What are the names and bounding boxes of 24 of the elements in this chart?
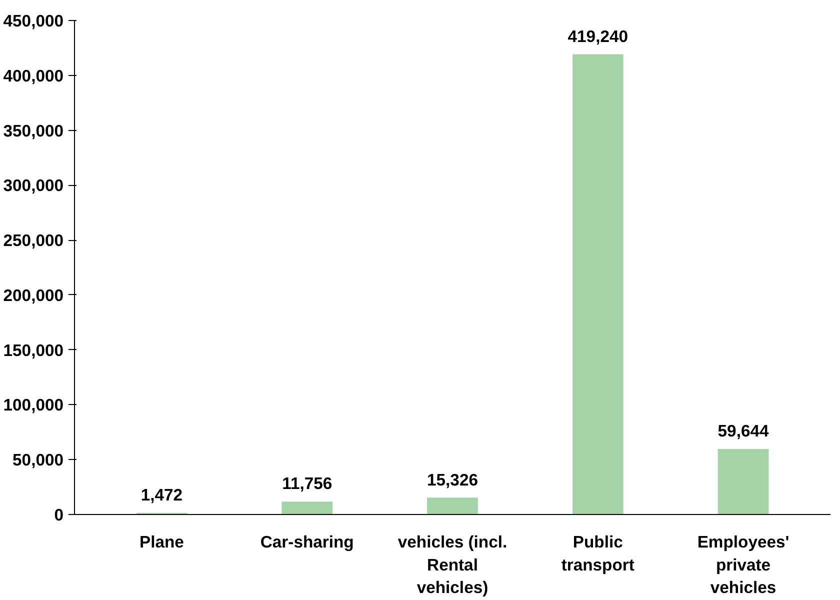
x-tick-label: Car-sharing (260, 532, 354, 552)
y-tick-label: 50,000 (12, 450, 64, 470)
y-tick-label: 400,000 (3, 66, 64, 86)
bar (572, 54, 624, 514)
bar (427, 498, 478, 514)
y-tick-label: 300,000 (3, 176, 64, 196)
y-tick-label: 0 (54, 506, 64, 524)
data-label: 11,756 (282, 474, 332, 494)
y-tick-label: 150,000 (3, 340, 64, 360)
y-tick-label: 250,000 (3, 231, 64, 250)
x-tick-label: Employees' private vehicles (697, 532, 790, 598)
data-label: 419,240 (568, 26, 628, 46)
y-tick-label: 200,000 (3, 286, 64, 305)
x-tick-label: vehicles (incl. Rental vehicles) (398, 532, 508, 598)
x-tick-label: Public transport (561, 532, 635, 574)
x-tick-label: Plane (140, 532, 184, 552)
y-tick-label: 450,000 (3, 12, 64, 30)
data-label: 1,472 (140, 486, 183, 505)
data-label: 15,326 (427, 470, 478, 490)
y-tick-label: 100,000 (3, 396, 64, 415)
y-tick-label: 350,000 (3, 121, 64, 140)
data-label: 59,644 (718, 422, 770, 441)
bar (282, 502, 333, 514)
bar (718, 449, 769, 514)
